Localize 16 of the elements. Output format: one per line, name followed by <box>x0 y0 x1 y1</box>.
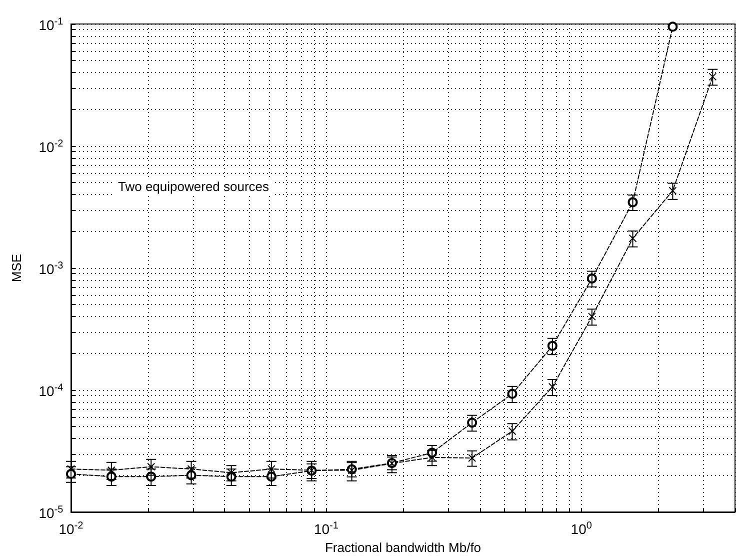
point <box>588 312 596 321</box>
point <box>548 382 556 391</box>
point <box>628 234 637 242</box>
point <box>668 22 678 32</box>
point <box>267 465 276 474</box>
point <box>147 462 156 471</box>
point <box>668 186 677 195</box>
point <box>107 466 116 474</box>
point <box>708 72 717 81</box>
y-axis-title: MSE <box>9 254 24 282</box>
point <box>468 454 476 462</box>
x-axis-title: Fractional bandwidth Mb/fo <box>324 540 482 555</box>
point <box>187 465 196 474</box>
point <box>508 427 516 436</box>
annotation: Two equipowered sources <box>118 179 270 194</box>
point <box>227 468 236 477</box>
